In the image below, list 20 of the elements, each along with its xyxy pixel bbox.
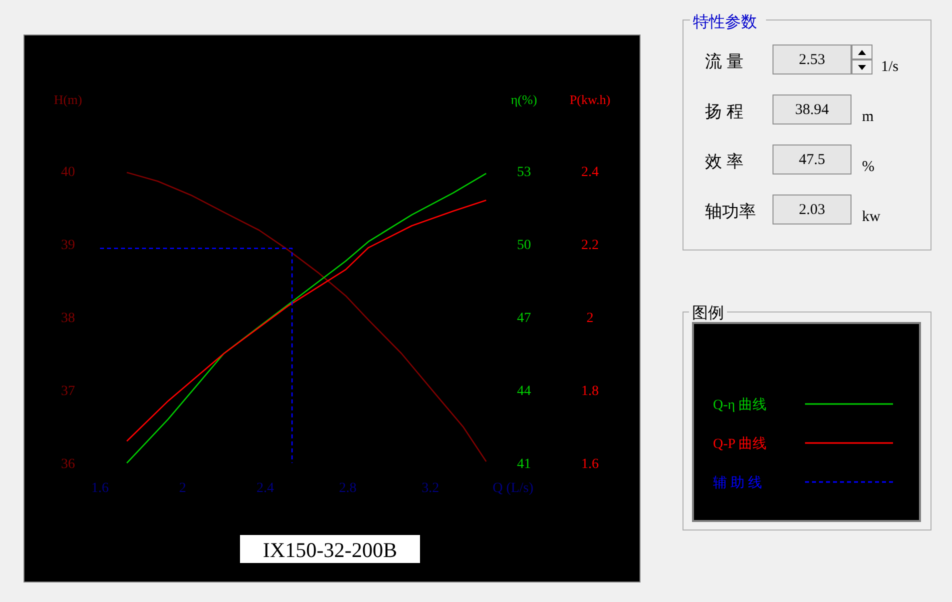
axis-y: 36 37 38 39 40 H(m)	[54, 92, 82, 472]
axis-x: 1.6 2 2.4 2.8 3.2 Q (L/s)	[91, 481, 534, 496]
text: 1/s	[881, 59, 899, 75]
text: m	[862, 109, 874, 125]
text: 效 率	[705, 152, 744, 171]
legend: 图例 Q-η 曲线 Q-P 曲线 辅 助 线	[682, 304, 932, 530]
text: 2.53	[798, 52, 826, 68]
text: 38.94	[795, 102, 830, 118]
text: 47.5	[798, 152, 826, 168]
text: 特性参数	[693, 13, 757, 31]
text: 轴功率	[705, 202, 756, 221]
axis-y2: 41 44 47 50 53 η(%)	[510, 92, 538, 472]
title: IX150-32-200B	[240, 535, 420, 563]
text: 流 量	[705, 52, 744, 71]
text: %	[862, 159, 874, 175]
text: 扬 程	[705, 102, 744, 121]
axis-y3: 1.6 1.8 2 2.2 2.4 P(kw.h)	[570, 92, 610, 472]
legend-title: 图例	[692, 305, 724, 322]
text: kw	[862, 209, 880, 225]
text: 2.03	[798, 202, 826, 218]
